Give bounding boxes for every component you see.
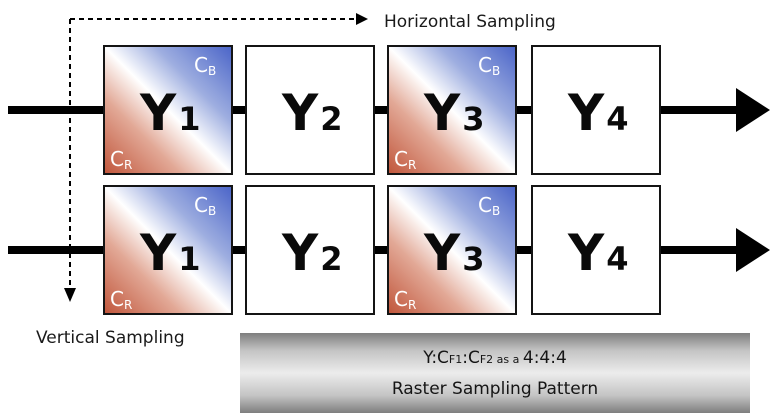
caption-colon: :C	[462, 348, 480, 368]
caption-box: Y:CF1:CF2 as a 4:4:4 Raster Sampling Pat…	[240, 333, 750, 413]
cr-symbol: C	[110, 147, 124, 171]
caption-cf1-sub: F1	[448, 353, 463, 366]
vertical-sampling-arrowhead	[64, 288, 76, 302]
cr-symbol: C	[394, 287, 408, 311]
cb-symbol: C	[478, 193, 492, 217]
cr-symbol: C	[394, 147, 408, 171]
cb-subscript: B	[492, 64, 500, 78]
cb-subscript: B	[492, 204, 500, 218]
luma-index: 2	[320, 100, 342, 138]
luma-symbol: Y	[423, 224, 461, 282]
cr-label: CR	[110, 147, 132, 172]
cr-subscript: R	[408, 298, 416, 312]
luma-index: 1	[178, 100, 200, 138]
cb-label: CB	[478, 53, 500, 78]
horizontal-sampling-label: Horizontal Sampling	[384, 12, 556, 32]
sample-cell: Y2	[245, 45, 375, 175]
caption-cf2-sub: F2	[479, 353, 494, 366]
cr-label: CR	[394, 287, 416, 312]
sample-box	[245, 45, 375, 175]
caption-ratio-value: 4:4:4	[522, 348, 567, 368]
cb-label: CB	[194, 53, 216, 78]
sample-box	[387, 185, 517, 315]
cb-subscript: B	[208, 204, 216, 218]
sample-cell: Y2	[245, 185, 375, 315]
caption-ratio-line: Y:CF1:CF2 as a 4:4:4	[240, 348, 750, 370]
luma-label: Y4	[567, 84, 628, 142]
luma-label: Y3	[423, 84, 484, 142]
cr-label: CR	[394, 147, 416, 172]
sample-box	[531, 185, 661, 315]
sample-box	[103, 185, 233, 315]
sample-box	[245, 185, 375, 315]
cb-label: CB	[478, 193, 500, 218]
cb-symbol: C	[194, 53, 208, 77]
row-1-arrowhead	[736, 88, 770, 132]
cb-symbol: C	[478, 53, 492, 77]
luma-symbol: Y	[281, 224, 319, 282]
luma-symbol: Y	[139, 224, 177, 282]
luma-symbol: Y	[139, 84, 177, 142]
cb-subscript: B	[208, 64, 216, 78]
sample-box	[531, 45, 661, 175]
luma-symbol: Y	[567, 84, 605, 142]
luma-index: 2	[320, 240, 342, 278]
cb-label: CB	[194, 193, 216, 218]
sample-box	[103, 45, 233, 175]
luma-index: 4	[606, 100, 628, 138]
luma-symbol: Y	[281, 84, 319, 142]
cr-symbol: C	[110, 287, 124, 311]
cb-symbol: C	[194, 193, 208, 217]
sample-box	[387, 45, 517, 175]
luma-label: Y3	[423, 224, 484, 282]
luma-index: 3	[462, 100, 484, 138]
caption-ratio-prefix: Y:C	[423, 348, 449, 368]
horizontal-sampling-arrowhead	[356, 13, 368, 25]
luma-label: Y1	[139, 224, 200, 282]
row-2-arrowhead	[736, 228, 770, 272]
luma-symbol: Y	[423, 84, 461, 142]
luma-label: Y2	[281, 84, 342, 142]
cr-subscript: R	[124, 298, 132, 312]
sample-cell: Y4	[531, 45, 661, 175]
luma-index: 1	[178, 240, 200, 278]
luma-index: 4	[606, 240, 628, 278]
luma-label: Y1	[139, 84, 200, 142]
luma-index: 3	[462, 240, 484, 278]
sample-cell: Y4	[531, 185, 661, 315]
cr-label: CR	[110, 287, 132, 312]
luma-label: Y4	[567, 224, 628, 282]
caption-title-line: Raster Sampling Pattern	[391, 379, 599, 399]
luma-label: Y2	[281, 224, 342, 282]
caption-as-a: as a	[493, 353, 523, 366]
vertical-sampling-label: Vertical Sampling	[36, 328, 185, 348]
luma-symbol: Y	[567, 224, 605, 282]
cr-subscript: R	[124, 158, 132, 172]
cr-subscript: R	[408, 158, 416, 172]
